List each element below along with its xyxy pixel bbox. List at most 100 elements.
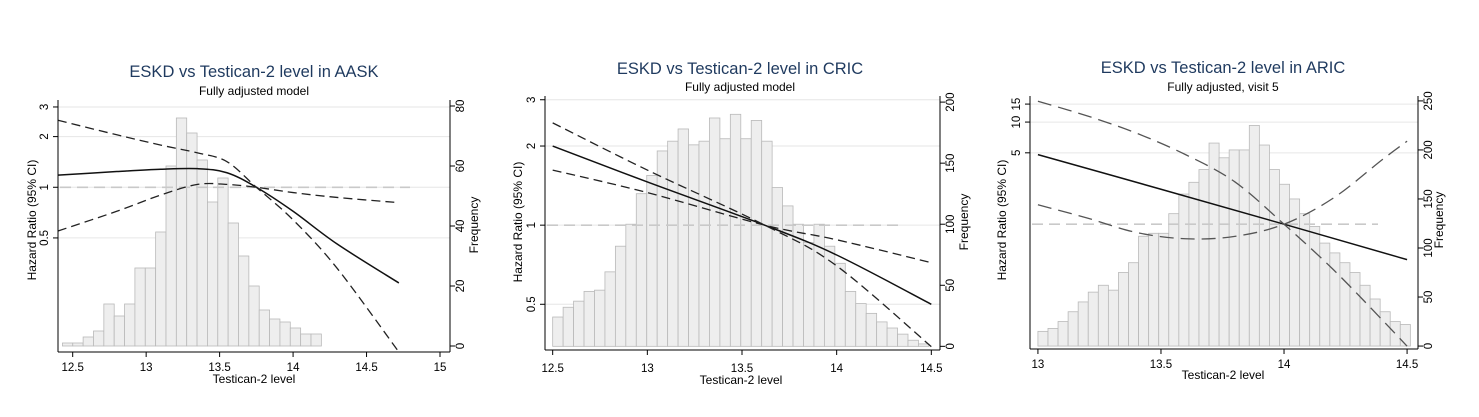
y-tick-label-right: 100: [945, 215, 957, 234]
x-tick-label: 14: [287, 362, 300, 374]
histogram-bar: [1047, 328, 1059, 347]
histogram-bar: [1228, 149, 1240, 347]
histogram-bar: [310, 333, 322, 347]
histogram-bar: [1138, 235, 1150, 347]
histogram-bar: [1369, 298, 1381, 347]
hr-curve-upper: [552, 122, 932, 348]
x-axis-title: Testican-2 level: [213, 372, 296, 386]
histogram-bar: [562, 306, 574, 347]
histogram-bar: [1399, 324, 1411, 347]
x-tick-label: 15: [434, 362, 447, 374]
histogram-bar: [103, 303, 115, 347]
histogram-bar: [614, 245, 627, 347]
x-tick-label: 14: [1278, 359, 1291, 371]
histogram-bar: [573, 300, 585, 347]
histogram-bar: [93, 330, 105, 347]
y-tick-label-right: 50: [945, 279, 957, 292]
chart-title: ESKD vs Testican-2 level in ARIC: [1101, 59, 1346, 77]
y-tick-label-left: 3: [39, 104, 51, 110]
chart-panel-aask: 0.5 1 2 3 0 20 40 60 80 12.5 13 13.5 14 14.5 15 ESKD v…: [25, 63, 481, 386]
histogram-bar: [186, 132, 198, 347]
histogram-bar: [761, 140, 773, 347]
histogram-bar: [1037, 330, 1049, 347]
x-tick-label: 14: [830, 363, 843, 375]
histogram-bar: [217, 177, 229, 347]
chart-subtitle: Fully adjusted model: [685, 80, 795, 94]
histogram-bar: [227, 222, 239, 347]
histogram-bar: [897, 333, 909, 347]
y-tick-label-right: 150: [1423, 189, 1435, 208]
y-tick-label-right: 60: [455, 160, 467, 173]
histogram-bar: [1077, 301, 1089, 347]
histogram-bar: [1107, 289, 1119, 347]
histogram-bar: [155, 231, 167, 347]
histogram-bar: [803, 242, 815, 347]
y-tick-label-left: 5: [1011, 150, 1023, 156]
y-tick-label-left: 2: [526, 143, 538, 149]
hr-curve-lower: [57, 182, 399, 232]
histogram-bar: [646, 174, 658, 347]
histogram-bar: [729, 113, 742, 347]
hr-curve-upper: [1037, 100, 1408, 347]
x-tick-label: 13: [140, 362, 153, 374]
y-tick-label-right: 40: [455, 220, 467, 233]
histogram-bar: [719, 138, 731, 347]
histogram-bar: [709, 117, 721, 347]
y-axis-title-right: Frequency: [957, 194, 971, 251]
y-axis-title-right: Frequency: [467, 197, 481, 254]
x-tick-label: 13: [1032, 359, 1045, 371]
chart-panel-cric: 0.5 1 2 3 0 50 100 150 200 12.5 13 13.5 14 14.5 ESKD …: [511, 60, 971, 387]
histogram-bar: [667, 140, 679, 347]
histogram-bar: [207, 201, 219, 347]
y-tick-label-left: 1: [39, 184, 51, 190]
histogram-bar: [1319, 242, 1331, 347]
y-tick-label-right: 100: [1423, 238, 1435, 257]
histogram-bar: [1208, 142, 1220, 347]
histogram-bar: [834, 262, 846, 347]
hr-curve-estimate: [57, 167, 400, 284]
y-tick-label-left: 10: [1011, 116, 1023, 129]
histogram-bar: [750, 120, 763, 347]
histogram-bar: [907, 339, 919, 347]
y-tick-label-right: 250: [1423, 91, 1435, 110]
histogram-bar: [1218, 157, 1230, 347]
histogram-bar: [677, 128, 689, 347]
histogram-bar: [865, 312, 878, 347]
histogram-bar: [552, 316, 564, 347]
histogram-bar: [113, 315, 125, 347]
y-tick-label-left: 3: [526, 97, 538, 103]
x-tick-label: 13: [641, 363, 654, 375]
histogram-bar: [886, 327, 898, 347]
histogram-bar: [258, 309, 270, 347]
histogram-bar: [656, 150, 669, 347]
histogram-bar: [635, 193, 648, 347]
y-axis-title-right: Frequency: [1432, 192, 1446, 249]
x-tick-label: 13.5: [1150, 359, 1172, 371]
histogram-bar: [583, 290, 595, 347]
hr-curve-lower: [552, 169, 932, 264]
histogram-bar: [1188, 181, 1200, 347]
histogram-bar: [740, 138, 752, 347]
histogram-bar: [1057, 321, 1069, 347]
histogram-bar: [1198, 169, 1210, 347]
hr-curve-lower: [1037, 140, 1408, 240]
histogram-bar: [855, 303, 867, 347]
histogram-bar: [782, 205, 794, 347]
histogram-bar: [1258, 144, 1270, 347]
chart-title: ESKD vs Testican-2 level in AASK: [129, 63, 378, 81]
histogram-bar: [1118, 272, 1129, 347]
y-tick-label-right: 150: [945, 154, 957, 173]
y-tick-label-left: 15: [1011, 98, 1023, 111]
histogram-bar: [1248, 125, 1260, 347]
histogram-bar: [1097, 284, 1109, 347]
histogram-bar: [289, 327, 302, 347]
histogram-bar: [1067, 311, 1079, 347]
histogram-bar: [688, 144, 700, 347]
histogram-bar: [1389, 321, 1401, 347]
x-tick-label: 12.5: [541, 363, 563, 375]
histogram-bar: [175, 117, 188, 347]
histogram-bar: [82, 336, 94, 347]
x-tick-label: 14.5: [920, 363, 942, 375]
histogram-bar: [1279, 183, 1290, 347]
